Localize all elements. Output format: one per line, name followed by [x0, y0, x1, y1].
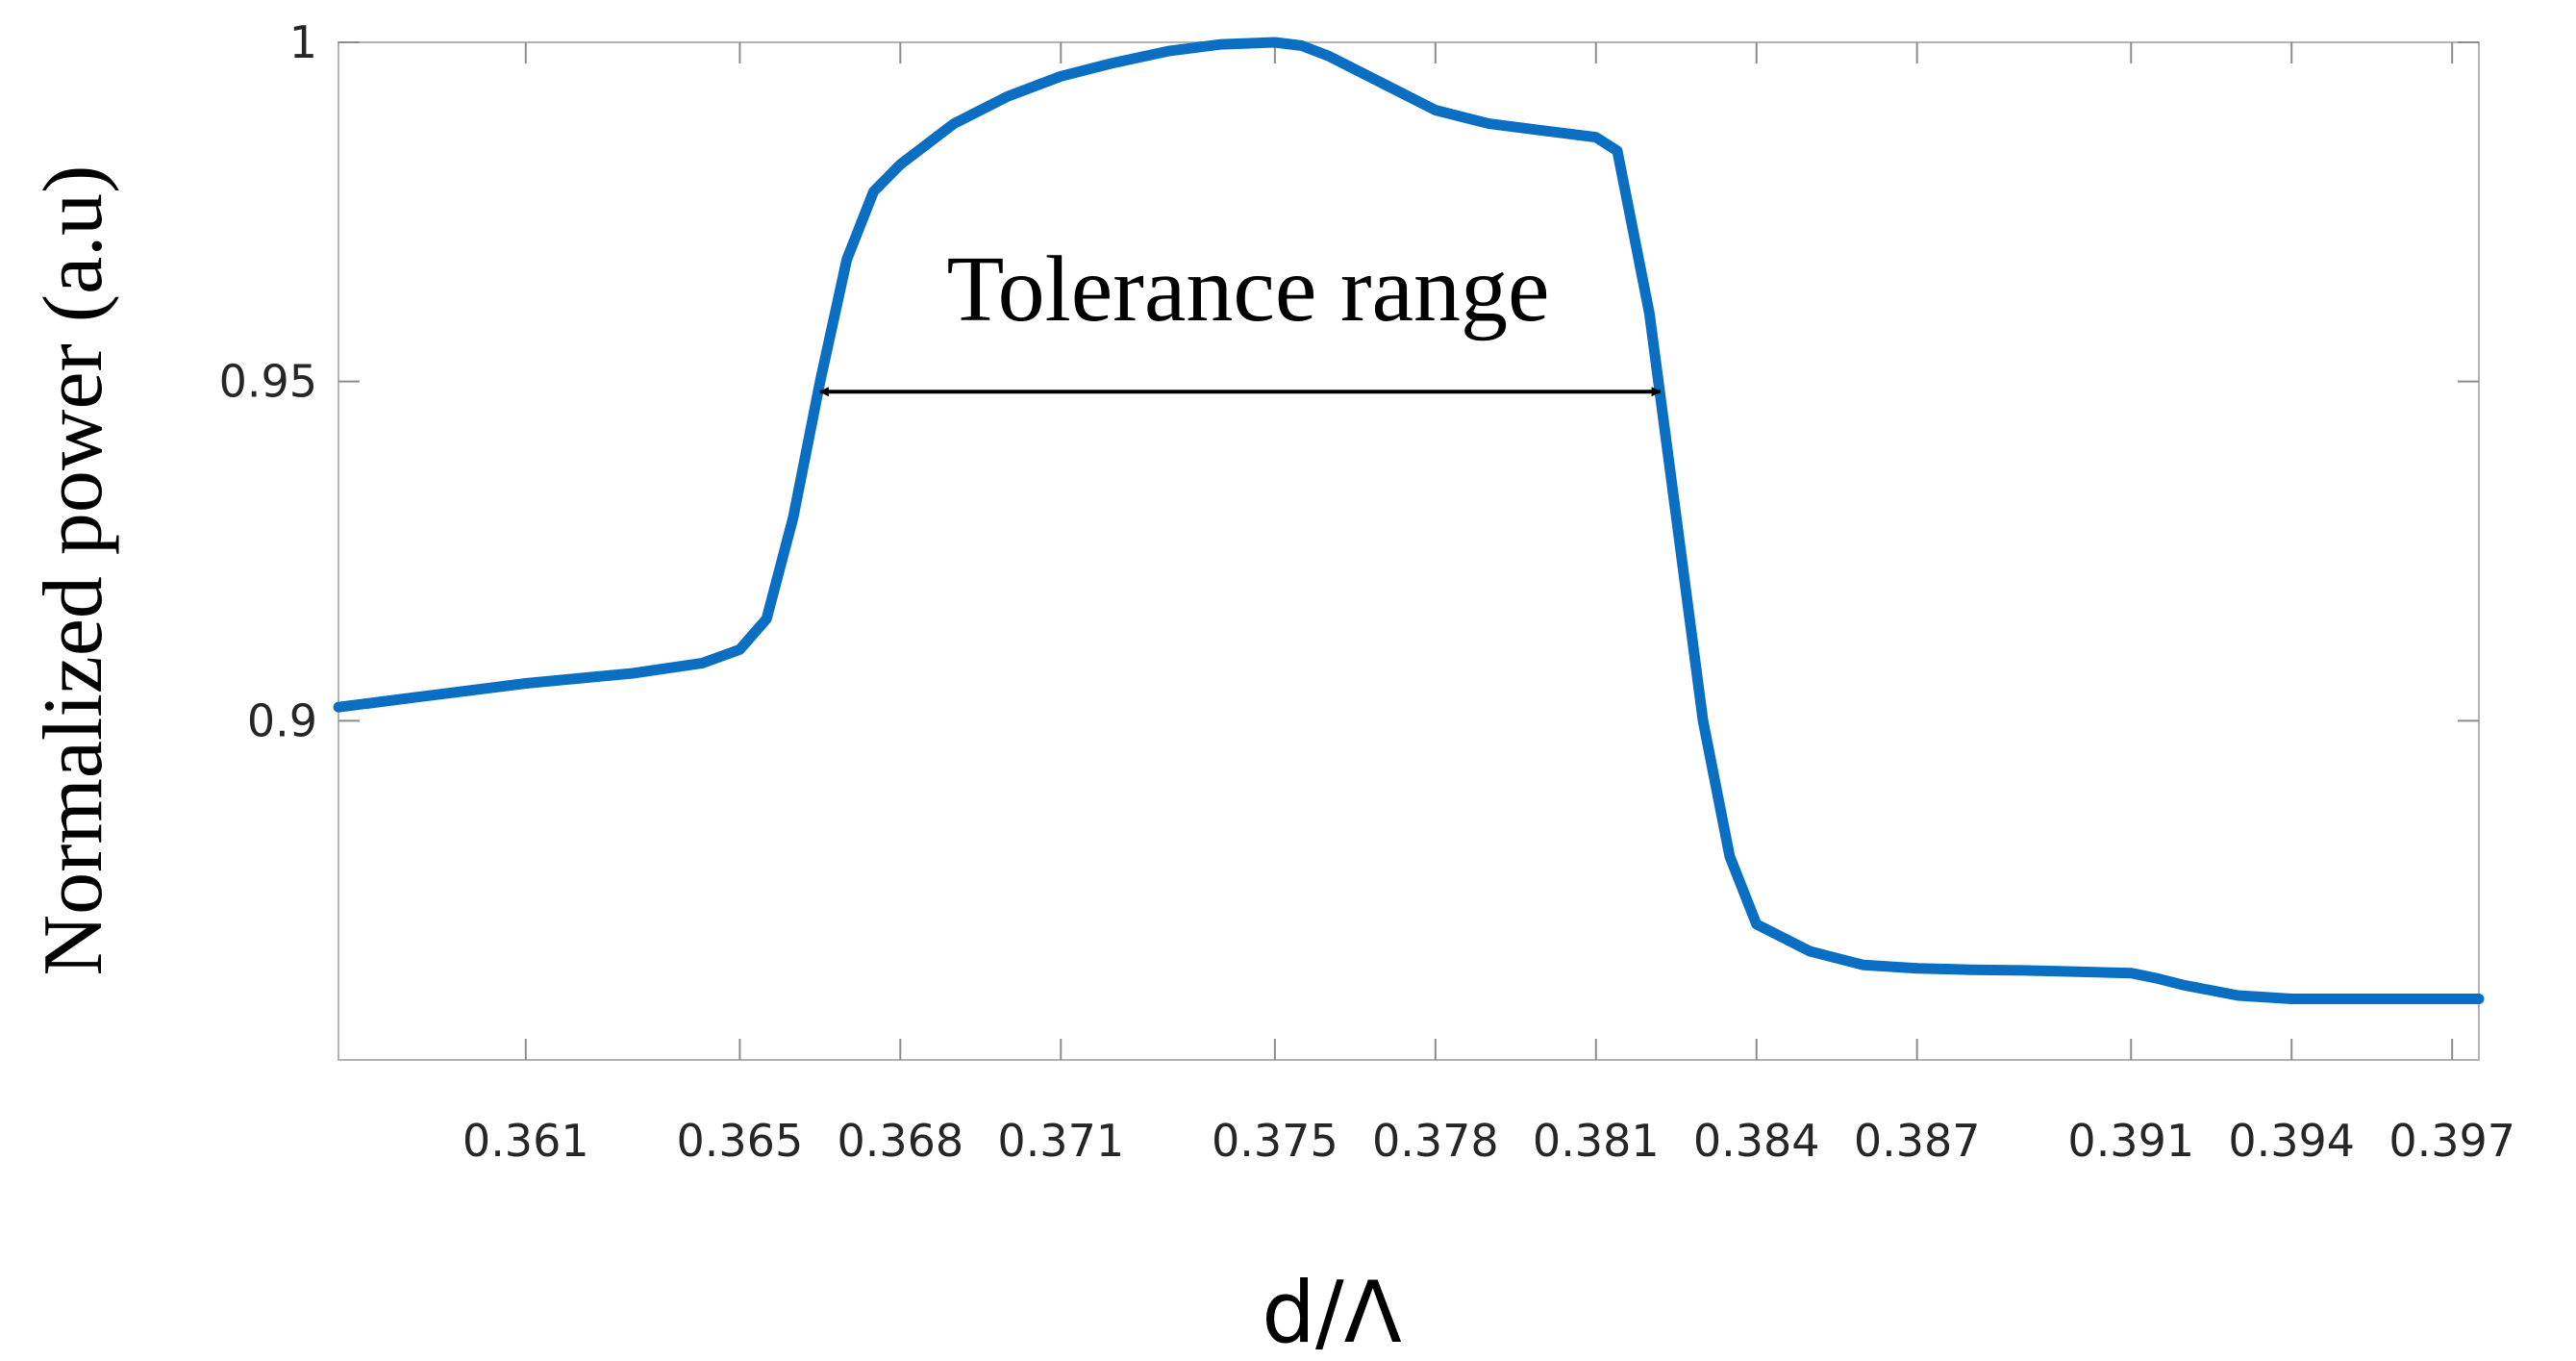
tolerance-range-label: Tolerance range: [947, 238, 1550, 341]
series-line: [333, 37, 2485, 1004]
x-tick-label: 0.378: [1372, 1115, 1499, 1167]
y-axis-label: Normalized power (a.u): [27, 165, 120, 976]
x-tick-label: 0.371: [997, 1115, 1124, 1167]
x-axis-label: d/Λ: [1262, 1263, 1402, 1361]
x-tick-label: 0.384: [1693, 1115, 1820, 1167]
x-tick-label: 0.365: [677, 1115, 804, 1167]
plot-frame: [338, 41, 2480, 1061]
y-tick-label: 0.9: [247, 694, 317, 746]
x-tick-label: 0.361: [463, 1115, 589, 1167]
x-tick-label: 0.387: [1854, 1115, 1981, 1167]
x-tick-label: 0.397: [2388, 1115, 2515, 1167]
x-tick-label: 0.394: [2228, 1115, 2355, 1167]
y-tick-label: 0.95: [219, 356, 317, 408]
x-tick-label: 0.391: [2067, 1115, 2194, 1167]
x-tick-label: 0.381: [1533, 1115, 1660, 1167]
x-tick-label: 0.368: [837, 1115, 963, 1167]
y-tick-label: 1: [289, 16, 317, 68]
x-tick-label: 0.375: [1212, 1115, 1338, 1167]
